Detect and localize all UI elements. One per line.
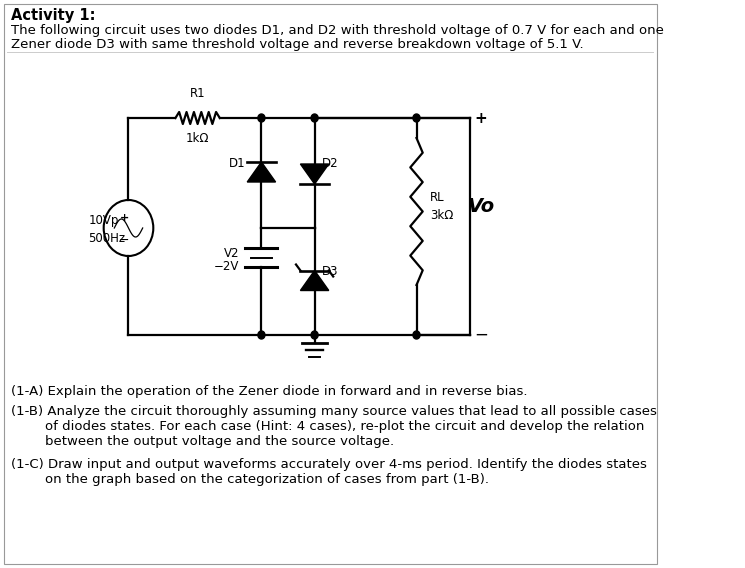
- Text: on the graph based on the categorization of cases from part (1-B).: on the graph based on the categorization…: [10, 473, 489, 486]
- Circle shape: [413, 331, 420, 339]
- Text: 1kΩ: 1kΩ: [186, 132, 209, 145]
- Circle shape: [413, 114, 420, 122]
- Text: of diodes states. For each case (Hint: 4 cases), re-plot the circuit and develop: of diodes states. For each case (Hint: 4…: [10, 420, 644, 433]
- Text: D3: D3: [322, 265, 338, 278]
- Text: R1: R1: [190, 87, 206, 100]
- Polygon shape: [247, 162, 276, 182]
- Text: 10Vp: 10Vp: [89, 214, 119, 227]
- Text: −: −: [474, 326, 488, 344]
- Text: −: −: [118, 233, 130, 247]
- Polygon shape: [300, 270, 329, 290]
- Text: (1-B) Analyze the circuit thoroughly assuming many source values that lead to al: (1-B) Analyze the circuit thoroughly ass…: [10, 405, 656, 418]
- Text: Vo: Vo: [468, 197, 495, 215]
- Text: (1-C) Draw input and output waveforms accurately over 4-ms period. Identify the : (1-C) Draw input and output waveforms ac…: [10, 458, 647, 471]
- Text: D2: D2: [322, 157, 338, 169]
- Text: −2V: −2V: [214, 260, 239, 273]
- Text: 500Hz: 500Hz: [89, 232, 126, 244]
- Text: RL: RL: [430, 190, 445, 203]
- Text: D1: D1: [229, 157, 245, 169]
- Text: The following circuit uses two diodes D1, and D2 with threshold voltage of 0.7 V: The following circuit uses two diodes D1…: [10, 24, 664, 37]
- Text: 3kΩ: 3kΩ: [430, 208, 453, 222]
- Circle shape: [258, 331, 265, 339]
- Text: (1-A) Explain the operation of the Zener diode in forward and in reverse bias.: (1-A) Explain the operation of the Zener…: [10, 385, 527, 398]
- Text: Zener diode D3 with same threshold voltage and reverse breakdown voltage of 5.1 : Zener diode D3 with same threshold volta…: [10, 38, 583, 51]
- Text: V2: V2: [224, 247, 239, 260]
- Circle shape: [258, 114, 265, 122]
- Text: Activity 1:: Activity 1:: [10, 8, 95, 23]
- Text: between the output voltage and the source voltage.: between the output voltage and the sourc…: [10, 435, 394, 448]
- Circle shape: [311, 331, 318, 339]
- Polygon shape: [300, 164, 329, 184]
- Text: +: +: [474, 111, 486, 126]
- Text: +: +: [119, 213, 129, 223]
- Circle shape: [311, 114, 318, 122]
